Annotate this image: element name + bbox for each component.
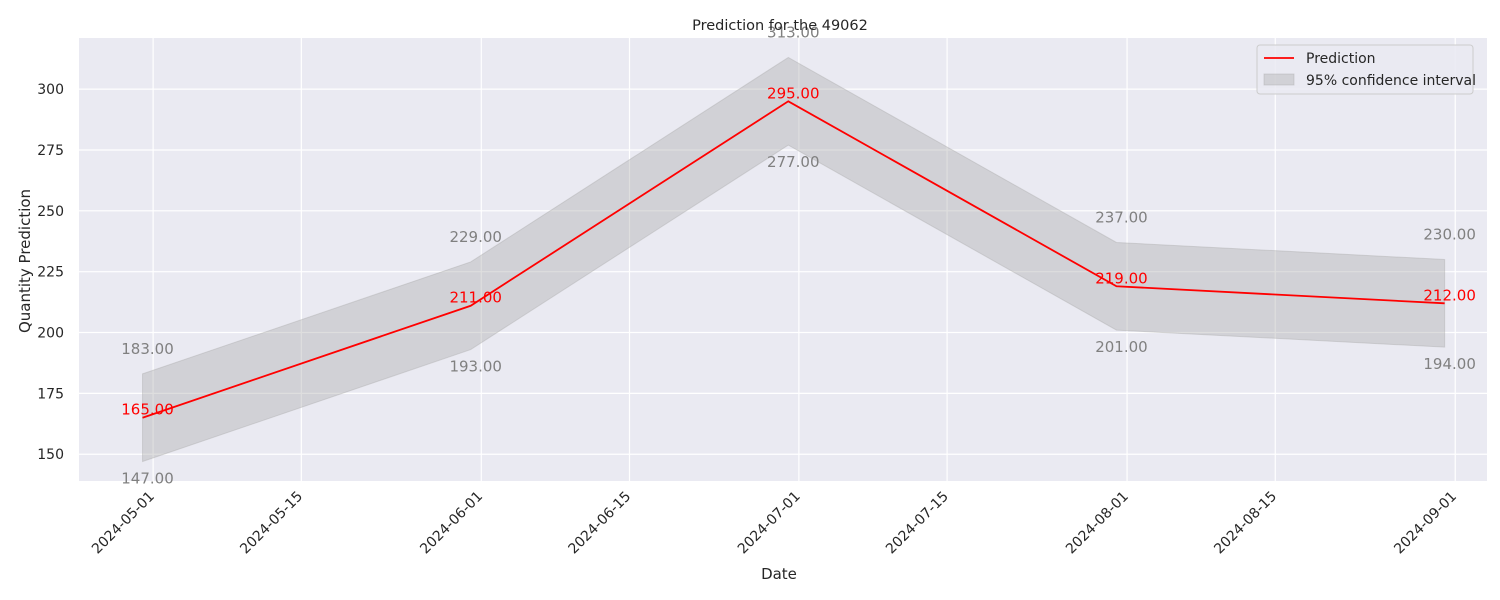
x-tick-label: 2024-06-01 (417, 489, 486, 558)
y-gridlines (79, 88, 1487, 455)
upper-bound-label: 237.00 (1095, 208, 1148, 226)
lower-bound-label: 277.00 (767, 153, 820, 171)
x-tick-label: 2024-05-15 (237, 489, 306, 558)
y-tick-label: 175 (37, 386, 64, 402)
confidence-band (142, 56, 1446, 463)
legend-confidence-label: 95% confidence interval (1306, 73, 1476, 89)
legend-prediction-label: Prediction (1306, 51, 1376, 67)
x-axis-label: Date (761, 565, 797, 583)
x-tick-labels: 2024-05-01 2024-05-15 2024-06-01 2024-06-15… (89, 489, 1460, 558)
lower-bound-label: 194.00 (1423, 355, 1476, 373)
x-tick-label: 2024-07-01 (735, 489, 804, 558)
legend: Prediction 95% confidence interval (1256, 44, 1476, 95)
x-tick-label: 2024-08-15 (1211, 489, 1280, 558)
prediction-line-layer (142, 100, 1445, 419)
upper-bound-label: 229.00 (449, 228, 502, 246)
lower-bound-label: 147.00 (121, 470, 174, 488)
legend-box (1256, 44, 1474, 95)
plot-area (79, 38, 1487, 481)
prediction-value-label: 219.00 (1095, 269, 1148, 287)
legend-confidence-swatch (1263, 73, 1295, 86)
x-tick-label: 2024-08-01 (1063, 489, 1132, 558)
upper-bound-label: 313.00 (767, 23, 820, 41)
lower-bound-label: 193.00 (449, 358, 502, 376)
x-tick-label: 2024-06-15 (565, 489, 634, 558)
prediction-value-label: 165.00 (121, 401, 174, 419)
x-tick-label: 2024-09-01 (1391, 489, 1460, 558)
x-tick-label: 2024-05-01 (89, 489, 158, 558)
y-tick-label: 250 (37, 204, 64, 220)
y-tick-label: 225 (37, 265, 64, 281)
upper-bound-label: 183.00 (121, 340, 174, 358)
chart-title: Prediction for the 49062 (692, 18, 868, 34)
y-tick-label: 300 (37, 82, 64, 98)
y-tick-labels: 150 175 200 225 250 275 300 (37, 82, 64, 463)
prediction-value-label: 295.00 (767, 84, 820, 102)
x-tick-label: 2024-07-15 (883, 489, 952, 558)
x-gridlines (152, 38, 1456, 481)
confidence-band-layer (142, 56, 1446, 463)
prediction-value-label: 212.00 (1423, 286, 1476, 304)
prediction-value-label: 211.00 (449, 289, 502, 307)
data-label-layer: 165.00 183.00 147.00 211.00 229.00 193.00 295.… (121, 23, 1476, 487)
y-tick-label: 200 (37, 326, 64, 342)
prediction-line (142, 100, 1445, 419)
lower-bound-label: 201.00 (1095, 338, 1148, 356)
y-axis-label: Quantity Prediction (16, 189, 34, 333)
upper-bound-label: 230.00 (1423, 226, 1476, 244)
y-tick-label: 275 (37, 143, 64, 159)
y-tick-label: 150 (37, 447, 64, 463)
